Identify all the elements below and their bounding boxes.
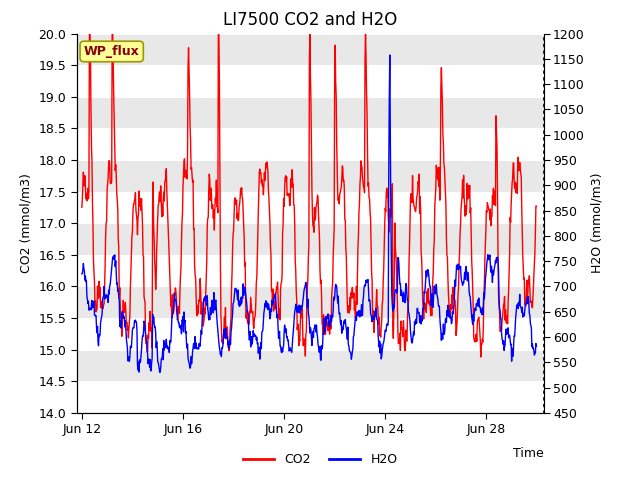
Y-axis label: H2O (mmol/m3): H2O (mmol/m3) [591, 173, 604, 274]
Bar [77, 349, 544, 381]
Title: LI7500 CO2 and H2O: LI7500 CO2 and H2O [223, 11, 397, 29]
Bar [77, 223, 544, 255]
Bar [77, 255, 544, 287]
Bar [77, 381, 544, 413]
Bar [77, 287, 544, 318]
Bar [77, 65, 544, 97]
Bar [77, 192, 544, 223]
Bar [77, 34, 544, 65]
Bar [77, 318, 544, 349]
Text: Time: Time [513, 447, 544, 460]
Bar [77, 160, 544, 192]
Bar [77, 97, 544, 128]
Y-axis label: CO2 (mmol/m3): CO2 (mmol/m3) [20, 173, 33, 273]
Text: WP_flux: WP_flux [84, 45, 140, 58]
Bar [77, 128, 544, 160]
Legend: CO2, H2O: CO2, H2O [237, 448, 403, 471]
